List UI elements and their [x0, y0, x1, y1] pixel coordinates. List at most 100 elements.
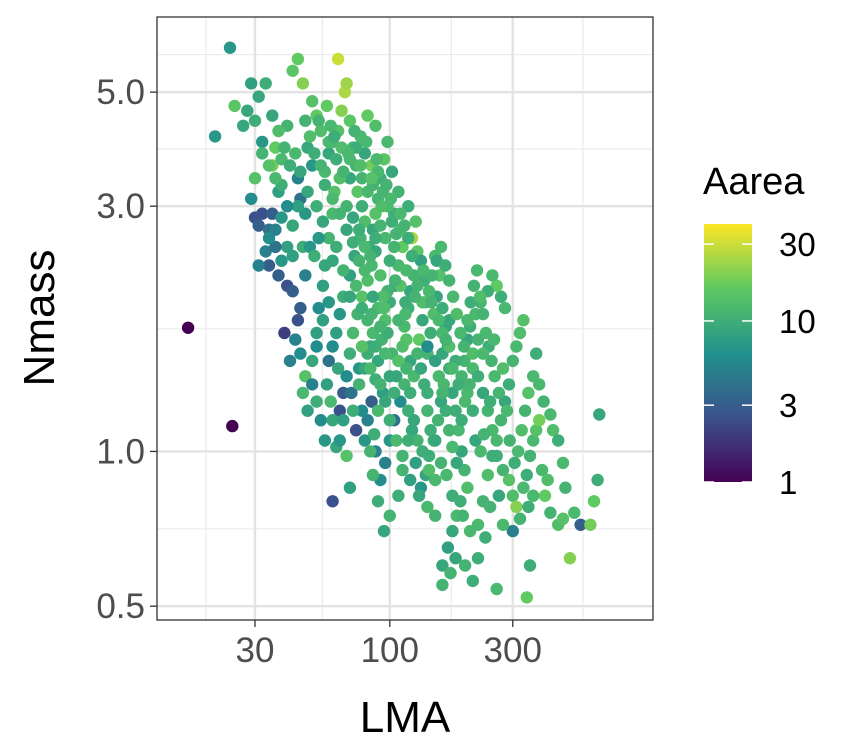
data-point [346, 326, 360, 340]
data-point [503, 434, 516, 447]
data-point [408, 290, 421, 303]
data-point [392, 489, 405, 502]
data-point [476, 386, 490, 400]
data-point [552, 434, 565, 447]
data-point [392, 354, 405, 368]
data-point [331, 52, 345, 66]
data-point [411, 434, 424, 447]
data-point [466, 574, 479, 588]
data-point [411, 279, 424, 292]
data-point [272, 269, 285, 282]
data-point [310, 326, 323, 340]
data-point [537, 395, 550, 408]
data-point [523, 559, 537, 572]
data-point [396, 463, 409, 477]
data-point [355, 172, 369, 185]
x-axis-ticks: 30 100 300 [236, 620, 542, 670]
data-point [355, 404, 369, 417]
data-point [320, 99, 334, 113]
data-point [439, 259, 452, 272]
colorbar-legend: Aarea 1 3 10 30 [703, 161, 816, 501]
data-point [256, 207, 269, 220]
data-point [368, 428, 381, 441]
data-point [434, 240, 448, 254]
data-point [371, 495, 385, 508]
data-point [269, 172, 282, 185]
data-point [340, 370, 353, 383]
data-point [333, 207, 346, 220]
data-point [331, 362, 345, 375]
data-point [421, 500, 434, 514]
data-point [374, 320, 387, 333]
data-point [289, 333, 302, 346]
data-point [461, 314, 474, 327]
data-point [429, 434, 442, 447]
data-point [361, 274, 374, 287]
data-point [449, 404, 462, 417]
y-tick-label: 5.0 [96, 73, 145, 112]
data-point [432, 370, 445, 383]
data-point [299, 114, 312, 127]
data-point [520, 468, 533, 482]
data-point [402, 434, 415, 447]
data-point [366, 468, 380, 482]
data-point [299, 370, 312, 383]
data-point [245, 77, 258, 90]
data-point [296, 386, 310, 400]
data-point [452, 424, 465, 437]
data-point [518, 404, 532, 417]
data-point [517, 481, 530, 494]
data-point [369, 340, 382, 353]
data-point [365, 395, 378, 408]
data-point [390, 434, 403, 447]
data-point [374, 269, 387, 282]
data-point [374, 378, 387, 391]
data-point [587, 495, 601, 508]
data-point [515, 424, 528, 437]
data-point [422, 285, 436, 298]
data-point [324, 395, 337, 408]
data-point [385, 215, 399, 228]
data-point [402, 231, 415, 245]
y-tick-label: 3.0 [96, 187, 145, 226]
data-point [343, 114, 357, 127]
data-point [348, 124, 361, 138]
data-point [208, 130, 222, 143]
data-point [506, 489, 519, 502]
x-tick-label: 100 [361, 631, 419, 670]
data-point [446, 290, 460, 303]
x-axis-title: LMA [360, 693, 451, 742]
data-point [424, 424, 437, 437]
data-point [352, 378, 366, 391]
data-point [330, 326, 343, 340]
data-point [421, 404, 434, 417]
data-point [322, 231, 335, 245]
data-point [405, 249, 419, 263]
data-point [289, 147, 302, 160]
data-point [342, 147, 355, 160]
data-point [488, 370, 501, 383]
data-point [523, 449, 537, 463]
data-point [496, 362, 510, 375]
data-point [405, 424, 419, 437]
data-point [312, 301, 325, 315]
x-tick-label: 300 [484, 631, 542, 670]
data-point [343, 347, 357, 360]
data-point [269, 223, 282, 236]
data-point [434, 456, 448, 470]
data-point [492, 386, 506, 400]
data-point [458, 559, 472, 572]
data-point [513, 326, 527, 340]
data-point [471, 333, 485, 346]
data-point [310, 200, 323, 213]
data-point [360, 135, 373, 149]
data-point [455, 414, 468, 427]
data-point [303, 130, 317, 143]
data-point [446, 489, 459, 502]
data-point [530, 424, 543, 437]
data-point [383, 509, 396, 522]
data-point [407, 414, 421, 427]
data-point [436, 386, 449, 400]
data-point [390, 227, 403, 241]
data-point [469, 434, 482, 447]
